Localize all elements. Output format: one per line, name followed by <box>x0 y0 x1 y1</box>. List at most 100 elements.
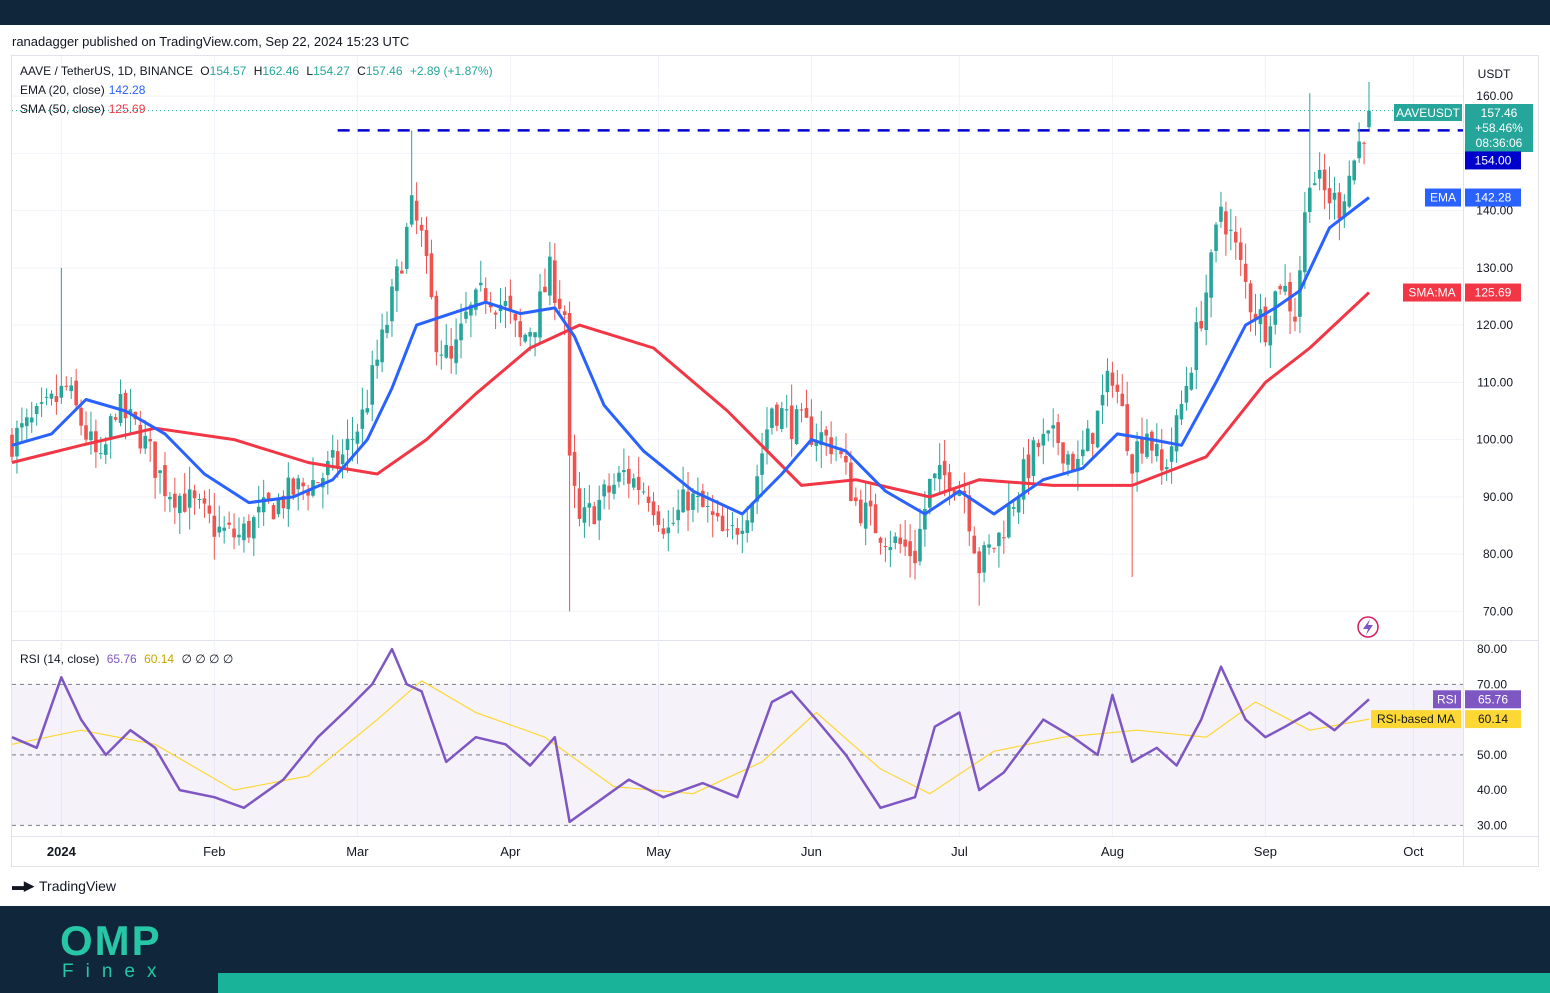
chart-canvas[interactable]: 70.00 80.00 90.00 100.00 110.00 120.00 130.00 1… <box>0 0 1550 900</box>
candle <box>271 503 276 520</box>
candle-body <box>918 528 922 562</box>
candle <box>232 513 236 550</box>
candle <box>932 472 937 491</box>
tradingview-logo-icon: ▬▶ <box>12 878 34 893</box>
candle-body <box>1130 454 1134 474</box>
candle-body <box>276 497 281 515</box>
candle-body <box>478 282 483 286</box>
candle-body <box>69 385 74 392</box>
candle <box>1253 293 1258 336</box>
candle <box>375 339 379 379</box>
candle <box>1219 191 1223 228</box>
candle <box>824 426 828 456</box>
candle <box>409 130 414 228</box>
candle <box>1046 430 1051 442</box>
candle-body <box>1298 270 1302 317</box>
time-tick-label: Feb <box>203 844 225 859</box>
candle <box>1085 419 1090 452</box>
candle-body <box>553 260 557 303</box>
candle-body <box>1095 410 1100 448</box>
candle-body <box>409 195 414 225</box>
candle-body <box>182 493 187 512</box>
rsi-badge-value-bg <box>1465 690 1521 709</box>
candle <box>103 436 108 464</box>
candle-body <box>1120 393 1125 407</box>
candle-body <box>326 460 330 476</box>
candle <box>804 389 809 419</box>
candle-body <box>306 491 310 496</box>
candle-body <box>197 499 202 501</box>
candle <box>168 492 172 513</box>
candle-body <box>646 496 651 503</box>
candle <box>59 267 64 404</box>
candle-body <box>1031 440 1036 476</box>
candle <box>849 450 853 502</box>
sma-legend: SMA (50, close) 125.69 <box>20 102 146 116</box>
candle <box>94 419 98 468</box>
candle-body <box>666 527 671 534</box>
candle-body <box>1174 415 1179 452</box>
candle <box>197 493 202 509</box>
candle <box>918 508 922 566</box>
candle-body <box>474 289 478 310</box>
candle <box>641 482 646 495</box>
candle-body <box>844 455 848 463</box>
candle <box>587 484 592 527</box>
candle-body <box>1036 442 1041 448</box>
lightning-icon-bolt <box>1363 619 1373 635</box>
candle-body <box>360 409 365 429</box>
rsi-ma-badge-tag: RSI-based MA <box>1377 712 1455 726</box>
candle-body <box>1209 252 1213 298</box>
open-value: 154.57 <box>209 64 247 78</box>
candle <box>1006 483 1011 539</box>
rsi-ma-badge-value-bg <box>1465 710 1521 729</box>
candle <box>128 388 133 435</box>
candle <box>1224 201 1228 256</box>
candle <box>1036 439 1041 457</box>
candle <box>696 477 700 513</box>
candle <box>385 311 389 339</box>
candle <box>1179 390 1184 426</box>
candle <box>1303 191 1307 289</box>
candle-body <box>715 512 720 517</box>
candle <box>227 511 231 530</box>
candle <box>1268 315 1273 368</box>
candle <box>251 515 256 557</box>
candle-body <box>128 409 133 414</box>
candle <box>459 303 463 359</box>
candle-body <box>64 385 69 387</box>
candle-body <box>222 527 226 531</box>
candle-body <box>562 311 567 316</box>
candle <box>937 443 942 495</box>
candle <box>997 532 1001 568</box>
candle <box>1273 290 1278 335</box>
candle-body <box>301 482 305 487</box>
candle <box>25 408 29 443</box>
candle-body <box>10 434 14 457</box>
candle-body <box>1204 292 1208 331</box>
candle-body <box>503 301 508 307</box>
candle <box>1283 264 1287 296</box>
rsi-ma-badge: RSI-based MA 60.14 <box>1371 710 1521 729</box>
candle <box>730 512 735 540</box>
candle <box>617 465 621 488</box>
candle-body <box>400 270 404 274</box>
candle-body <box>952 490 957 494</box>
candle-body <box>824 429 828 436</box>
candle <box>1159 428 1164 485</box>
candle <box>863 481 868 546</box>
candle <box>567 301 572 612</box>
candle <box>335 439 340 478</box>
candle-body <box>1357 141 1361 159</box>
candle <box>636 456 641 505</box>
candle <box>1041 418 1046 465</box>
candle-body <box>1115 384 1120 392</box>
candle-body <box>745 520 750 533</box>
candle-body <box>419 224 424 231</box>
ema-badge-value-bg <box>1465 188 1521 207</box>
candle-body <box>138 424 143 449</box>
candle <box>622 448 626 486</box>
candle <box>1071 451 1075 473</box>
candle <box>330 434 335 471</box>
candle-body <box>523 334 527 342</box>
